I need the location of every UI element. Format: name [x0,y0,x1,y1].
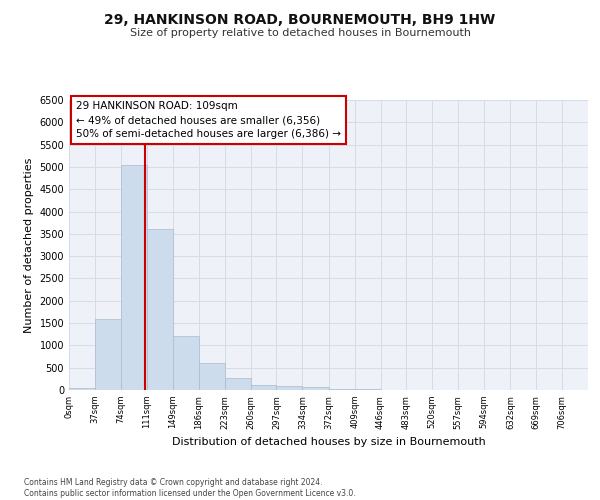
Text: 29, HANKINSON ROAD, BOURNEMOUTH, BH9 1HW: 29, HANKINSON ROAD, BOURNEMOUTH, BH9 1HW [104,12,496,26]
Bar [121,164,146,390]
Bar [251,384,277,390]
Bar [146,230,173,390]
Bar [277,386,302,390]
Bar [329,388,355,390]
Bar [173,336,199,390]
X-axis label: Distribution of detached houses by size in Bournemouth: Distribution of detached houses by size … [172,437,485,447]
Text: Contains HM Land Registry data © Crown copyright and database right 2024.
Contai: Contains HM Land Registry data © Crown c… [24,478,356,498]
Text: 29 HANKINSON ROAD: 109sqm
← 49% of detached houses are smaller (6,356)
50% of se: 29 HANKINSON ROAD: 109sqm ← 49% of detac… [76,101,341,139]
Bar [199,363,225,390]
Bar [69,388,95,390]
Text: Size of property relative to detached houses in Bournemouth: Size of property relative to detached ho… [130,28,470,38]
Y-axis label: Number of detached properties: Number of detached properties [24,158,34,332]
Bar [95,318,121,390]
Bar [225,378,251,390]
Bar [302,388,329,390]
